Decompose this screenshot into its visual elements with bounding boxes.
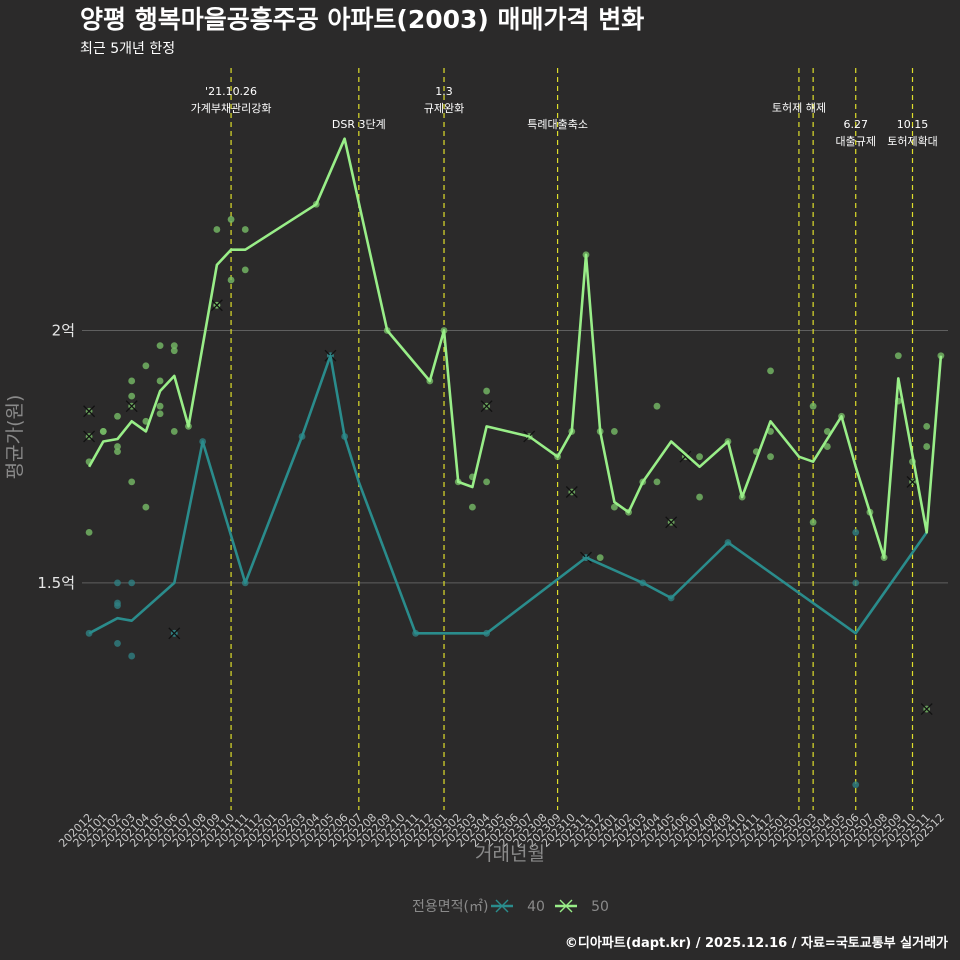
y-axis: 1.5억 2억 — [37, 321, 75, 591]
y-tick-label: 2억 — [52, 321, 75, 339]
policy-annotation: 토허제 해제 — [772, 101, 826, 115]
data-point-50 — [610, 428, 618, 435]
policy-annotation: 대출규제 — [835, 135, 875, 148]
policy-annotation: 특례대출축소 — [527, 118, 588, 131]
series-50 — [83, 137, 945, 716]
data-point-50 — [156, 410, 164, 418]
data-point-50 — [894, 352, 902, 360]
legend-key-cross-40 — [495, 899, 509, 913]
legend-label-50: 50 — [591, 899, 609, 915]
policy-annotation: 10.15 — [897, 118, 929, 131]
cross-marker-50 — [83, 430, 96, 443]
data-point-50 — [809, 402, 817, 410]
data-point-50 — [923, 422, 931, 430]
data-point-50 — [767, 367, 774, 375]
policy-lines — [230, 68, 914, 810]
cross-marker-40 — [168, 627, 181, 640]
data-point-50 — [610, 503, 618, 511]
chart-subtitle: 최근 5개년 한정 — [80, 41, 175, 57]
data-point-50 — [99, 428, 107, 435]
series-line-50 — [87, 137, 943, 559]
data-point-40 — [128, 579, 136, 587]
data-point-50 — [213, 226, 221, 233]
data-point-50 — [767, 453, 774, 461]
y-gridlines — [82, 329, 948, 584]
x-axis: 2020122021012021022021032021042021052021… — [56, 811, 947, 850]
data-point-50 — [483, 478, 491, 486]
data-point-50 — [653, 478, 661, 486]
legend-label-40: 40 — [527, 899, 545, 915]
data-point-50 — [653, 402, 661, 410]
data-point-50 — [142, 503, 150, 511]
cross-marker-50 — [565, 486, 578, 498]
data-point-50 — [142, 362, 150, 370]
data-point-50 — [156, 342, 164, 350]
series-group — [83, 137, 945, 789]
data-point-50 — [809, 518, 817, 526]
policy-annotation: 토허제확대 — [887, 135, 938, 148]
data-point-40 — [114, 640, 121, 647]
data-point-50 — [156, 377, 164, 385]
data-point-50 — [696, 493, 703, 501]
cross-marker-50 — [665, 516, 678, 529]
data-point-50 — [227, 276, 235, 284]
data-point-50 — [469, 503, 476, 511]
policy-annotation: 규제완화 — [424, 102, 464, 115]
data-point-50 — [596, 554, 604, 562]
data-point-40 — [128, 652, 136, 660]
legend-key-cross-50 — [559, 899, 573, 913]
data-point-40 — [114, 579, 121, 587]
data-point-50 — [923, 443, 931, 450]
cross-marker-50 — [83, 405, 96, 418]
data-point-50 — [128, 377, 136, 385]
legend-title: 전용면적(㎡) — [412, 899, 488, 915]
data-point-50 — [114, 448, 121, 456]
y-tick-label: 1.5억 — [37, 574, 75, 592]
data-point-50 — [170, 347, 178, 355]
cross-marker-50 — [679, 450, 692, 463]
x-axis-title: 거래년월 — [475, 843, 545, 865]
data-point-50 — [114, 443, 121, 450]
data-point-40 — [114, 602, 121, 609]
data-point-40 — [852, 579, 860, 587]
chart-title: 양평 행복마을공흥주공 아파트(2003) 매매가격 변화 — [80, 5, 644, 34]
policy-annotation: DSR 3단계 — [332, 118, 386, 131]
data-point-50 — [128, 478, 136, 486]
data-point-50 — [696, 453, 703, 461]
data-point-40 — [852, 528, 860, 536]
data-point-50 — [170, 428, 178, 435]
data-point-50 — [156, 402, 164, 410]
cross-marker-50 — [920, 703, 933, 716]
data-point-50 — [85, 528, 93, 536]
series-40 — [85, 349, 928, 789]
data-point-50 — [823, 428, 831, 435]
series-line-40 — [88, 354, 928, 635]
data-point-40 — [852, 781, 860, 789]
legend: 전용면적(㎡) 40 50 — [412, 899, 609, 915]
policy-annotation: '21.10.26 — [205, 85, 257, 98]
data-point-50 — [483, 387, 491, 395]
cross-marker-50 — [480, 400, 493, 413]
data-point-50 — [227, 216, 235, 223]
data-point-50 — [241, 226, 249, 233]
cross-marker-50 — [210, 299, 223, 312]
data-point-50 — [241, 266, 249, 274]
data-point-50 — [823, 443, 831, 450]
source-caption: ©디아파트(dapt.kr) / 2025.12.16 / 자료=국토교통부 실… — [565, 935, 948, 951]
policy-annotation: 가계부채관리강화 — [191, 102, 272, 115]
data-point-50 — [767, 428, 774, 435]
data-point-50 — [114, 412, 121, 420]
data-point-50 — [170, 342, 178, 350]
y-axis-title: 평균가(원) — [4, 395, 26, 480]
policy-annotation: 1.3 — [435, 85, 453, 98]
policy-annotation: 6.27 — [843, 118, 868, 131]
data-point-50 — [128, 392, 136, 400]
cross-marker-50 — [125, 400, 138, 413]
